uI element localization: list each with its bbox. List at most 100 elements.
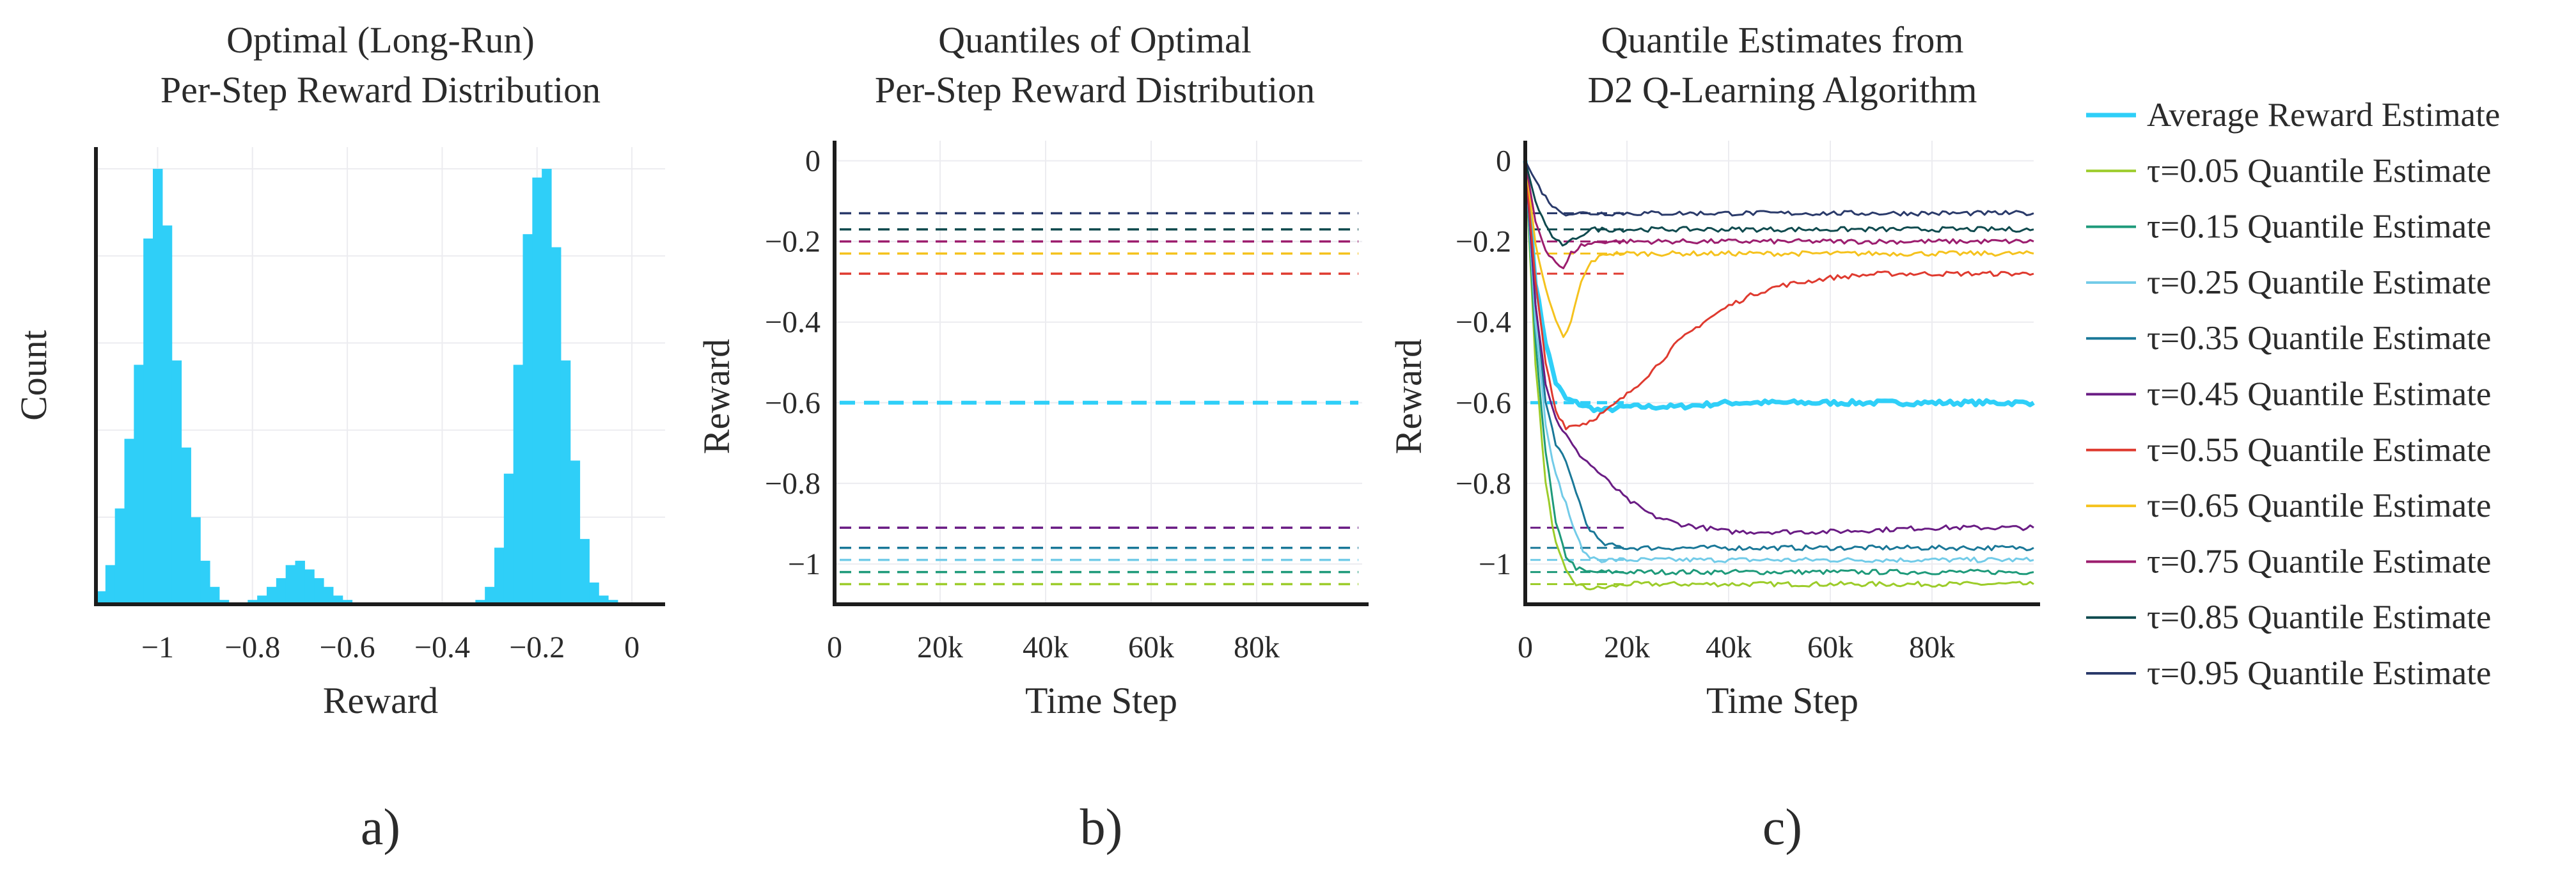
panel-b-axes — [833, 141, 1369, 606]
panel-c-estimates: Quantile Estimates from D2 Q-Learning Al… — [1388, 19, 2040, 721]
panel-a-axes — [94, 147, 665, 606]
panel-c-estimate-line — [1524, 161, 2034, 591]
panel-b-title-line1: Quantiles of Optimal — [938, 19, 1252, 61]
panel-c-estimate-line — [1524, 161, 2034, 247]
panel-c-estimate-line — [1524, 161, 2034, 551]
histogram-bar — [314, 578, 324, 604]
histogram-bar — [570, 460, 581, 604]
histogram-bar — [551, 247, 562, 605]
panel-c-xtick-label: 80k — [1909, 630, 1955, 664]
panel-b-ytick-label: −1 — [788, 547, 821, 581]
legend-label: τ=0.75 Quantile Estimate — [2147, 543, 2491, 580]
histogram-bar — [542, 169, 552, 604]
panel-b-ytick-label: −0.8 — [765, 467, 821, 501]
histogram-bar — [171, 360, 182, 604]
histogram-bar — [105, 565, 116, 604]
panel-c-xtick-label: 60k — [1807, 630, 1853, 664]
histogram-bar — [560, 360, 571, 604]
legend-label: τ=0.35 Quantile Estimate — [2147, 320, 2491, 357]
panel-b-ytick-label: −0.2 — [765, 225, 821, 259]
histogram-bar — [532, 177, 542, 605]
panel-label-c: c) — [1763, 799, 1802, 856]
histogram-bar — [181, 447, 191, 604]
panel-b-quantiles: Quantiles of Optimal Per-Step Reward Dis… — [696, 19, 1369, 721]
panel-a-xtick-label: −1 — [141, 630, 174, 664]
panel-c-estimate-line — [1524, 161, 2034, 576]
legend-label: τ=0.05 Quantile Estimate — [2147, 152, 2491, 189]
legend-label: τ=0.65 Quantile Estimate — [2147, 487, 2491, 524]
histogram-bar — [124, 439, 134, 604]
panel-c-xlabel: Time Step — [1706, 680, 1858, 721]
histogram-bar — [513, 364, 524, 604]
panel-a-xtick-label: −0.8 — [224, 630, 280, 664]
histogram-bar — [114, 508, 125, 604]
histogram-bar — [267, 586, 277, 604]
legend-label: τ=0.95 Quantile Estimate — [2147, 655, 2491, 692]
panel-a-xtick-label: −0.4 — [414, 630, 470, 664]
histogram-bar — [494, 547, 505, 604]
panel-c-ytick-label: −0.2 — [1456, 225, 1511, 259]
panel-label-b: b) — [1080, 799, 1123, 856]
histogram-bar — [143, 239, 153, 604]
panel-b-ylabel: Reward — [696, 339, 737, 454]
histogram-bar — [324, 586, 334, 604]
histogram-bar — [475, 600, 485, 604]
panel-c-estimate-line — [1524, 160, 2034, 217]
panel-a-xtick-label: −0.6 — [320, 630, 375, 664]
histogram-bar — [599, 595, 609, 604]
panel-c-estimate-line — [1524, 161, 2034, 269]
histogram-bar — [210, 586, 220, 604]
panel-c-title-line2: D2 Q-Learning Algorithm — [1588, 69, 1977, 111]
histogram-bar — [333, 595, 343, 604]
histogram-bar — [219, 600, 230, 604]
histogram-bar — [503, 473, 514, 604]
panel-b-xtick-label: 0 — [827, 630, 842, 664]
panel-c-axes — [1523, 141, 2040, 606]
histogram-bar — [134, 364, 144, 604]
panel-c-estimate-line — [1524, 161, 2034, 535]
histogram-bar — [522, 234, 533, 604]
legend: Average Reward Estimate τ=0.05 Quantile E… — [2086, 97, 2500, 692]
panel-b-ytick-label: 0 — [805, 145, 821, 178]
panel-b-title-line2: Per-Step Reward Distribution — [875, 69, 1315, 111]
panel-c-ylabel: Reward — [1388, 339, 1429, 454]
panel-b-ytick-label: −0.6 — [765, 386, 821, 420]
legend-label: τ=0.45 Quantile Estimate — [2147, 376, 2491, 413]
histogram-bar — [485, 586, 495, 604]
panel-a-ylabel: Count — [13, 330, 54, 421]
legend-label: Average Reward Estimate — [2147, 97, 2500, 134]
panel-c-ytick-label: −0.4 — [1456, 306, 1511, 340]
panel-a-histogram: Optimal (Long-Run) Per-Step Reward Distr… — [13, 19, 665, 721]
panel-c-estimate-line — [1524, 161, 2034, 338]
panel-b-xlabel: Time Step — [1025, 680, 1177, 721]
panel-c-title-line1: Quantile Estimates from — [1601, 19, 1964, 61]
histogram-bar — [162, 225, 173, 605]
panel-b-ytick-label: −0.4 — [765, 306, 821, 340]
panel-label-a: a) — [361, 799, 400, 856]
panel-a-title-line1: Optimal (Long-Run) — [226, 19, 535, 61]
panel-b-xtick-label: 80k — [1234, 630, 1280, 664]
legend-label: τ=0.25 Quantile Estimate — [2147, 264, 2491, 301]
panel-c-ytick-label: −1 — [1479, 547, 1511, 581]
panel-c-estimate-line — [1524, 161, 2034, 430]
panel-c-ytick-label: −0.6 — [1456, 386, 1511, 420]
panel-c-ytick-label: −0.8 — [1456, 467, 1511, 501]
legend-label: τ=0.55 Quantile Estimate — [2147, 432, 2491, 469]
panel-b-xtick-label: 40k — [1023, 630, 1069, 664]
panel-a-xtick-label: −0.2 — [509, 630, 565, 664]
panel-c-xtick-label: 20k — [1604, 630, 1650, 664]
histogram-bar — [295, 560, 305, 604]
panel-a-xtick-label: 0 — [624, 630, 640, 664]
panel-b-xtick-label: 60k — [1128, 630, 1174, 664]
histogram-bar — [257, 595, 267, 604]
panel-a-title-line2: Per-Step Reward Distribution — [161, 69, 601, 111]
panel-c-ytick-label: 0 — [1496, 145, 1511, 178]
histogram-bar — [247, 600, 258, 604]
panel-a-xlabel: Reward — [323, 680, 438, 721]
histogram-bar — [153, 169, 163, 604]
histogram-bar — [96, 591, 106, 604]
histogram-bar — [200, 560, 210, 604]
histogram-bar — [304, 569, 315, 604]
histogram-bar — [276, 578, 287, 604]
